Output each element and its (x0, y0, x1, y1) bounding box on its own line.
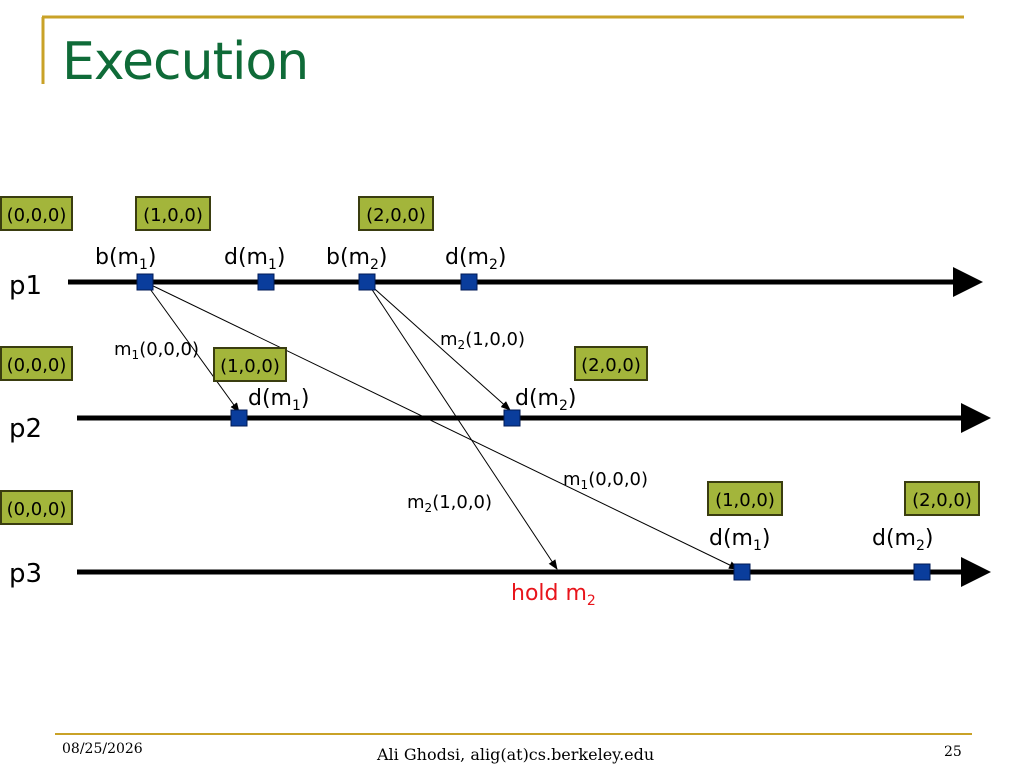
timestamp-label: (1,0,0) (220, 356, 280, 377)
slide-title: Execution (62, 32, 309, 92)
event-label-d-m2: d(m2) (445, 245, 507, 273)
event-marker (257, 273, 275, 291)
event-marker (230, 409, 248, 427)
message-arrow-m2-to-p3 (366, 281, 558, 570)
event-marker (503, 409, 521, 427)
process-label-p2: p2 (9, 414, 42, 444)
footer-author: Ali Ghodsi, alig(at)cs.berkeley.edu (377, 745, 655, 764)
event-label-d-m1: d(m1) (248, 386, 310, 414)
message-arrow-m1-to-p2 (144, 281, 240, 413)
timestamp-label: (0,0,0) (7, 205, 67, 226)
hold-note: hold m2 (511, 581, 596, 609)
event-marker (136, 273, 154, 291)
event-label-d-m1: d(m1) (709, 526, 771, 554)
timestamp-label: (0,0,0) (7, 355, 67, 376)
timestamp-box: (2,0,0) (358, 196, 434, 231)
event-label-b-m2: b(m2) (326, 245, 388, 273)
timestamp-box: (0,0,0) (0, 490, 73, 525)
event-marker (733, 563, 751, 581)
message-label-m2-to-p2: m2(1,0,0) (440, 329, 525, 352)
timestamp-label: (2,0,0) (581, 355, 641, 376)
timestamp-box: (1,0,0) (213, 347, 287, 382)
event-marker (358, 273, 376, 291)
timestamp-box: (1,0,0) (707, 481, 783, 516)
timestamp-box: (1,0,0) (135, 196, 211, 231)
message-label-m2-to-p3: m2(1,0,0) (407, 492, 492, 515)
timestamp-box: (2,0,0) (574, 346, 648, 381)
slide-number: 25 (944, 744, 962, 760)
timestamp-label: (0,0,0) (7, 499, 67, 520)
event-label-d-m1: d(m1) (224, 245, 286, 273)
timestamp-box: (2,0,0) (904, 481, 980, 516)
timestamp-box: (0,0,0) (0, 196, 73, 231)
process-label-p1: p1 (9, 271, 42, 301)
timestamp-box: (0,0,0) (0, 346, 73, 381)
timestamp-label: (1,0,0) (143, 205, 203, 226)
timestamp-label: (1,0,0) (715, 490, 775, 511)
message-label-m1-to-p3: m1(0,0,0) (563, 469, 648, 492)
event-label-b-m1: b(m1) (95, 245, 157, 273)
event-marker (913, 563, 931, 581)
event-label-d-m2: d(m2) (515, 386, 577, 414)
footer-date: 08/25/2026 (62, 741, 143, 757)
message-arrow-m2-to-p2 (366, 281, 511, 411)
message-arrow-m1-to-p3 (144, 281, 739, 570)
timestamp-label: (2,0,0) (912, 490, 972, 511)
event-label-d-m2: d(m2) (872, 526, 934, 554)
event-marker (460, 273, 478, 291)
process-label-p3: p3 (9, 559, 42, 589)
timestamp-label: (2,0,0) (366, 205, 426, 226)
message-label-m1-to-p2: m1(0,0,0) (114, 339, 199, 362)
